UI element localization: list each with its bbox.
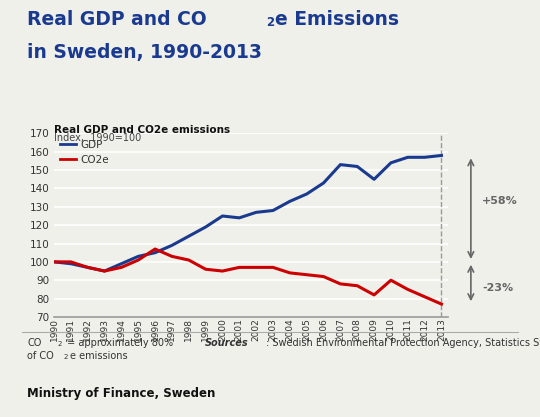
Text: Real GDP and CO2e emissions: Real GDP and CO2e emissions [54, 125, 230, 135]
Text: 2: 2 [266, 16, 274, 29]
Text: Real GDP and CO: Real GDP and CO [27, 10, 207, 30]
Text: e emissions: e emissions [70, 351, 128, 361]
Text: of CO: of CO [27, 351, 54, 361]
Text: e Emissions: e Emissions [275, 10, 400, 30]
Text: = approximately 80%: = approximately 80% [64, 338, 173, 348]
Text: 2: 2 [58, 341, 62, 347]
Text: in Sweden, 1990-2013: in Sweden, 1990-2013 [27, 43, 262, 62]
Legend: GDP, CO2e: GDP, CO2e [59, 138, 110, 166]
Text: Index,  1990=100: Index, 1990=100 [54, 133, 141, 143]
Text: : Swedish Environmental Protection Agency, Statistics Sweden: : Swedish Environmental Protection Agenc… [266, 338, 540, 348]
Text: Sources: Sources [205, 338, 249, 348]
Text: Ministry of Finance, Sweden: Ministry of Finance, Sweden [27, 387, 215, 400]
Text: +58%: +58% [482, 196, 518, 206]
Text: 2: 2 [64, 354, 68, 360]
Text: -23%: -23% [482, 284, 514, 294]
Text: CO: CO [27, 338, 42, 348]
